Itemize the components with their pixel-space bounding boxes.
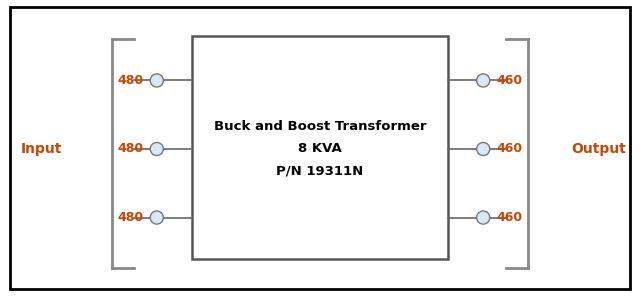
Text: 8 KVA: 8 KVA — [298, 142, 342, 156]
Ellipse shape — [477, 74, 490, 87]
Text: 460: 460 — [496, 74, 522, 87]
Text: 480: 480 — [118, 211, 144, 224]
Text: 460: 460 — [496, 142, 522, 156]
Text: P/N 19311N: P/N 19311N — [276, 165, 364, 178]
Text: Output: Output — [571, 142, 626, 156]
Text: 480: 480 — [118, 74, 144, 87]
Ellipse shape — [477, 142, 490, 156]
Bar — [192, 36, 448, 259]
Ellipse shape — [150, 74, 163, 87]
Ellipse shape — [150, 142, 163, 156]
Text: 480: 480 — [118, 142, 144, 156]
Text: Buck and Boost Transformer: Buck and Boost Transformer — [214, 120, 426, 133]
Text: Input: Input — [21, 142, 62, 156]
Ellipse shape — [150, 211, 163, 224]
Text: 460: 460 — [496, 211, 522, 224]
Ellipse shape — [477, 211, 490, 224]
